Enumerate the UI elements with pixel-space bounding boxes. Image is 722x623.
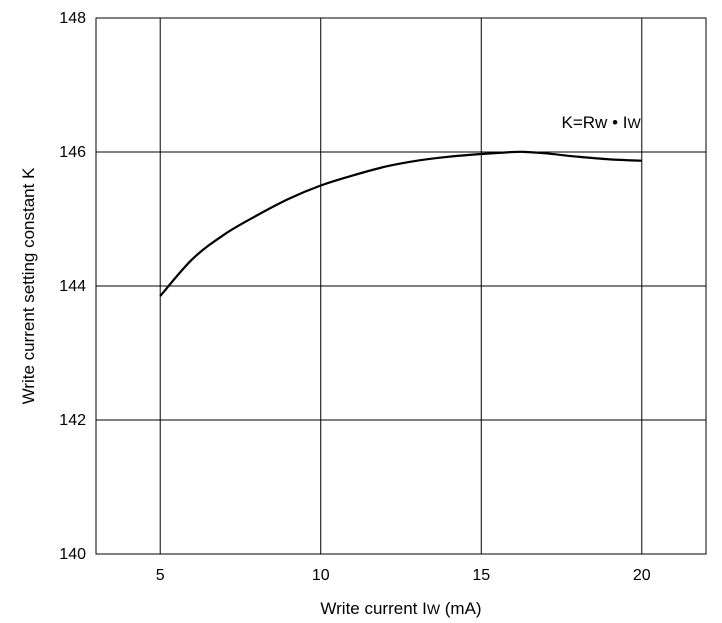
y-tick-label: 148 [59, 10, 86, 27]
x-axis-label: Write current IW (mA) [320, 599, 481, 618]
y-tick-label: 144 [59, 278, 86, 295]
x-axis-label-subscript: W [427, 601, 441, 617]
annotation-bullet: • [612, 113, 618, 132]
x-tick-label: 10 [312, 567, 330, 584]
y-axis-label: Write current setting constant K [19, 167, 38, 405]
series-line [159, 150, 642, 297]
formula-annotation: K=Rw • IW [562, 113, 642, 132]
annotation-main: I [618, 113, 627, 132]
x-axis-label-main: Write current I [320, 599, 426, 618]
series-layer [159, 150, 642, 297]
y-tick-labels: 140 142 144 146 148 [59, 10, 86, 563]
annotation-prefix: K=Rw [562, 113, 613, 132]
annotation-subscript: W [627, 115, 641, 131]
x-tick-label: 5 [156, 567, 165, 584]
y-tick-label: 142 [59, 412, 86, 429]
grid-lines [96, 18, 706, 554]
x-tick-label: 15 [472, 567, 490, 584]
x-tick-label: 20 [633, 567, 651, 584]
x-axis-label-tail: (mA) [440, 599, 482, 618]
x-tick-labels: 5 10 15 20 [156, 567, 651, 584]
y-tick-label: 146 [59, 144, 86, 161]
y-tick-label: 140 [59, 546, 86, 563]
plot-frame [95, 17, 707, 555]
